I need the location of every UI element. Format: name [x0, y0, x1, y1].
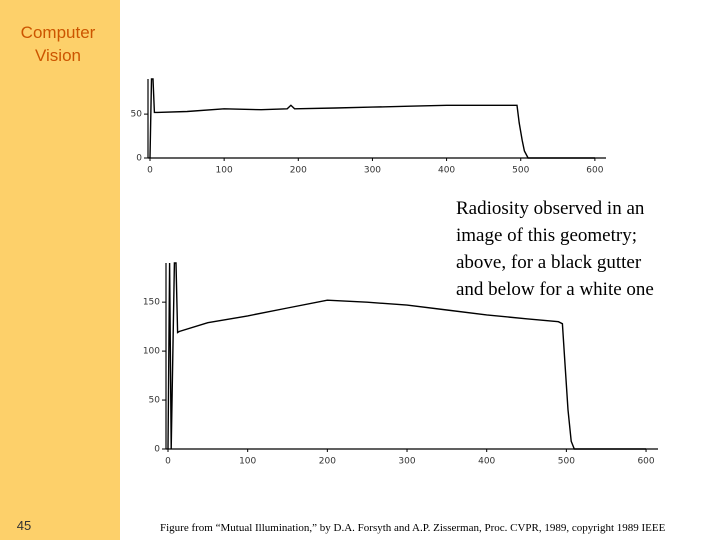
- heading-line: Computer: [21, 23, 96, 42]
- y-tick-label: 50: [149, 396, 161, 406]
- y-tick-label: 50: [131, 110, 143, 120]
- description-line: image of this geometry;: [456, 225, 637, 246]
- x-tick-label: 100: [239, 457, 256, 467]
- y-tick-label: 100: [143, 347, 160, 357]
- x-tick-label: 400: [478, 457, 495, 467]
- caption: Figure from “Mutual Illumination,” by D.…: [160, 522, 666, 534]
- heading-line: Vision: [35, 46, 81, 65]
- x-tick-label: 300: [398, 457, 415, 467]
- x-tick-label: 500: [558, 457, 575, 467]
- page-number: 45: [17, 518, 31, 533]
- x-tick-label: 300: [364, 166, 381, 176]
- x-tick-label: 100: [216, 166, 233, 176]
- x-tick-label: 200: [290, 166, 307, 176]
- x-tick-label: 0: [147, 166, 153, 176]
- x-tick-label: 0: [165, 457, 171, 467]
- y-tick-label: 150: [143, 298, 160, 308]
- x-tick-label: 400: [438, 166, 455, 176]
- sidebar: [0, 0, 120, 540]
- x-tick-label: 600: [637, 457, 654, 467]
- y-tick-label: 0: [136, 154, 142, 164]
- x-tick-label: 600: [586, 166, 603, 176]
- description-line: and below for a white one: [456, 279, 654, 300]
- x-tick-label: 500: [512, 166, 529, 176]
- x-tick-label: 200: [319, 457, 336, 467]
- description-line: Radiosity observed in an: [456, 198, 645, 219]
- data-line: [149, 78, 595, 159]
- description-line: above, for a black gutter: [456, 252, 642, 273]
- y-tick-label: 0: [154, 445, 160, 455]
- data-line: [167, 262, 646, 450]
